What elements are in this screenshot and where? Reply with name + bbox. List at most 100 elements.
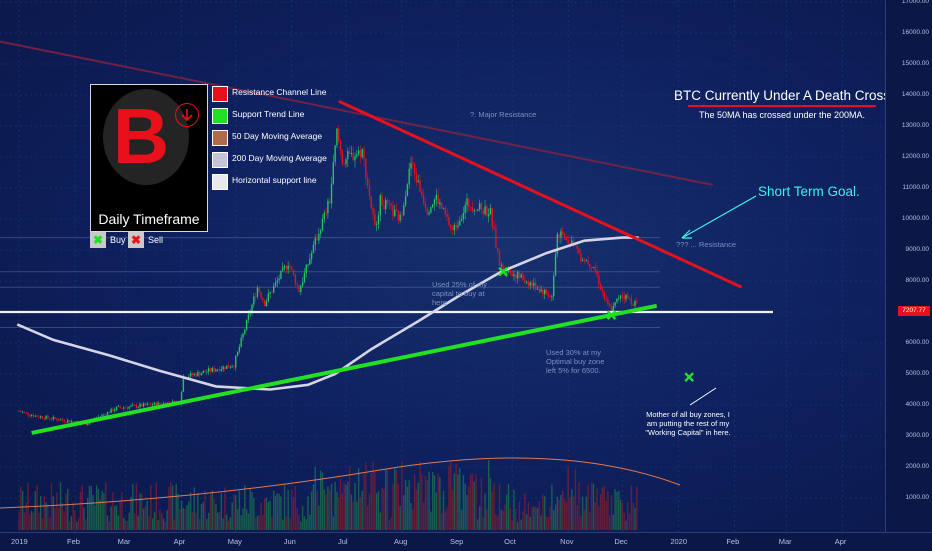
candle-body bbox=[493, 226, 495, 230]
volume-bar bbox=[547, 516, 549, 530]
volume-bar bbox=[610, 495, 613, 530]
volume-bar bbox=[428, 471, 430, 530]
volume-bar bbox=[462, 474, 465, 530]
candle-body bbox=[500, 264, 503, 266]
candle-body bbox=[377, 215, 380, 225]
candle-body bbox=[612, 306, 615, 315]
candle-body bbox=[475, 210, 477, 212]
volume-bar bbox=[507, 483, 510, 530]
candle-body bbox=[198, 372, 201, 376]
chart-title-block: BTC Currently Under A Death Cross The 50… bbox=[672, 88, 892, 120]
candle-body bbox=[121, 407, 123, 409]
volume-bar bbox=[422, 502, 425, 530]
candle-body bbox=[283, 265, 286, 268]
timeframe-label: Daily Timeframe bbox=[98, 211, 200, 227]
volume-bar bbox=[354, 483, 356, 530]
candle-body bbox=[202, 370, 204, 374]
legend-label: 200 Day Moving Average bbox=[232, 153, 327, 163]
time-axis[interactable]: 2019 Feb Mar Apr May Jun Jul Aug Sep Oct Nov Dec 202… bbox=[0, 532, 932, 551]
volume-bar bbox=[294, 485, 297, 530]
buy-signal-marker bbox=[684, 372, 695, 382]
candle-body bbox=[428, 212, 430, 215]
candle-body bbox=[343, 163, 345, 165]
volume-bar bbox=[560, 494, 562, 530]
volume-bar bbox=[392, 483, 394, 530]
volume-bar bbox=[282, 519, 284, 530]
volume-bar bbox=[581, 496, 584, 530]
candle-body bbox=[52, 416, 55, 420]
candle-body bbox=[236, 351, 239, 357]
volume-bar bbox=[247, 513, 250, 530]
time-tick-label: 2019 bbox=[11, 537, 28, 546]
candle-body bbox=[571, 240, 573, 245]
candle-body bbox=[348, 151, 351, 154]
candle-body bbox=[383, 206, 385, 210]
candle-body bbox=[287, 265, 289, 270]
volume-bar bbox=[435, 492, 437, 530]
candle-body bbox=[540, 289, 542, 292]
candle-body bbox=[247, 314, 250, 320]
candle-body bbox=[551, 295, 553, 297]
volume-bar bbox=[325, 494, 327, 530]
volume-bar bbox=[563, 499, 566, 530]
candle-body bbox=[511, 272, 513, 277]
candle-body bbox=[282, 267, 284, 271]
candle-body bbox=[625, 294, 627, 300]
candle-body bbox=[433, 199, 436, 205]
candle-body bbox=[258, 287, 260, 293]
candle-body bbox=[453, 225, 456, 231]
volume-bar bbox=[88, 485, 91, 530]
price-axis[interactable]: 17000.00 16000.00 15000.00 14000.00 13000.00… bbox=[885, 0, 932, 532]
volume-bar bbox=[603, 485, 605, 530]
candle-body bbox=[251, 304, 253, 313]
candle-body bbox=[529, 282, 531, 286]
volume-bar bbox=[139, 493, 141, 530]
candle-body bbox=[556, 234, 559, 255]
candle-body bbox=[182, 376, 185, 392]
volume-bar bbox=[95, 485, 98, 530]
candle-body bbox=[229, 367, 232, 368]
major-resistance-line bbox=[0, 40, 713, 186]
candle-body bbox=[592, 267, 595, 268]
candle-body bbox=[435, 194, 437, 200]
chart-title: BTC Currently Under A Death Cross bbox=[673, 88, 891, 103]
candle-body bbox=[265, 300, 268, 307]
volume-bar bbox=[38, 512, 40, 530]
volume-bar bbox=[170, 482, 172, 530]
time-tick-label: Aug bbox=[393, 537, 408, 546]
volume-bar bbox=[285, 516, 288, 530]
volume-bar bbox=[473, 481, 475, 530]
volume-bar bbox=[589, 511, 591, 530]
volume-bar bbox=[397, 484, 400, 530]
candle-body bbox=[213, 367, 215, 372]
candle-body bbox=[56, 418, 58, 421]
candle-body bbox=[195, 373, 197, 377]
candle-body bbox=[516, 272, 519, 279]
candle-body bbox=[502, 264, 504, 269]
volume-bar bbox=[316, 490, 318, 530]
candle-body bbox=[274, 282, 277, 287]
candle-body bbox=[115, 406, 118, 410]
volume-bar bbox=[206, 518, 208, 530]
candle-body bbox=[621, 295, 624, 297]
candle-body bbox=[607, 299, 609, 304]
candle-body bbox=[581, 260, 584, 262]
candle-body bbox=[334, 145, 336, 163]
volume-bar bbox=[186, 505, 188, 530]
volume-bar bbox=[291, 489, 293, 530]
current-price-tag: 7207.77 bbox=[898, 306, 930, 316]
candle-body bbox=[522, 274, 524, 281]
candle-body bbox=[520, 274, 522, 278]
volume-bar bbox=[314, 467, 316, 530]
volume-bar bbox=[301, 505, 304, 530]
volume-bar bbox=[231, 502, 233, 530]
volume-bar bbox=[352, 502, 354, 530]
volume-bar bbox=[625, 520, 627, 530]
volume-bar bbox=[195, 513, 197, 530]
candle-body bbox=[359, 150, 362, 158]
volume-bar bbox=[227, 521, 230, 530]
candle-body bbox=[598, 275, 600, 285]
candle-body bbox=[525, 281, 528, 283]
volume-bar bbox=[99, 499, 101, 530]
